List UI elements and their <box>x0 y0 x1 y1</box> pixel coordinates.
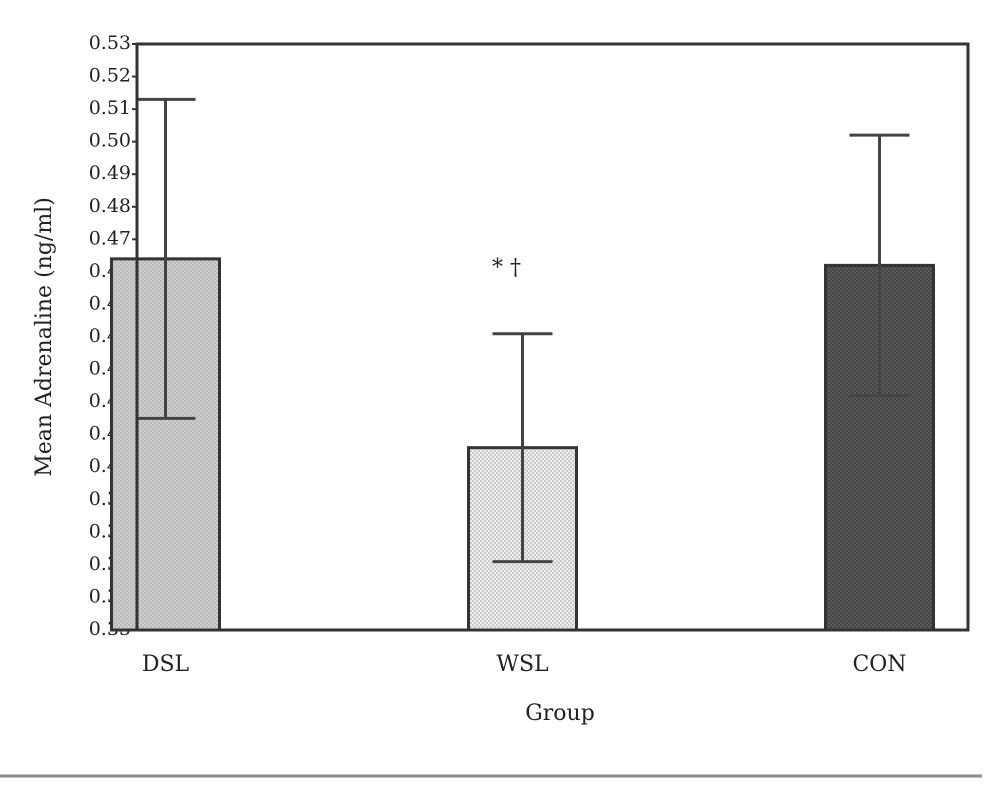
y-axis-label: Mean Adrenaline (ng/ml) <box>32 197 57 477</box>
y-tick-label: 0.52 <box>89 65 131 87</box>
x-axis-label: Group <box>525 701 595 726</box>
plot-frame <box>135 42 970 632</box>
y-tick-label: 0.51 <box>89 97 131 119</box>
x-tick-label: DSL <box>142 652 190 677</box>
x-tick-label: WSL <box>496 652 549 677</box>
y-tick-label: 0.53 <box>89 32 131 54</box>
annotation: * † <box>492 256 521 281</box>
x-tick-label: CON <box>852 652 906 677</box>
error-bar <box>135 97 196 420</box>
y-tick-label: 0.49 <box>89 162 131 184</box>
y-tick-label: 0.47 <box>89 227 131 249</box>
error-bar <box>492 332 553 564</box>
y-tick-label: 0.48 <box>89 195 131 217</box>
error-bar <box>849 133 910 398</box>
y-tick-label: 0.50 <box>89 130 131 152</box>
